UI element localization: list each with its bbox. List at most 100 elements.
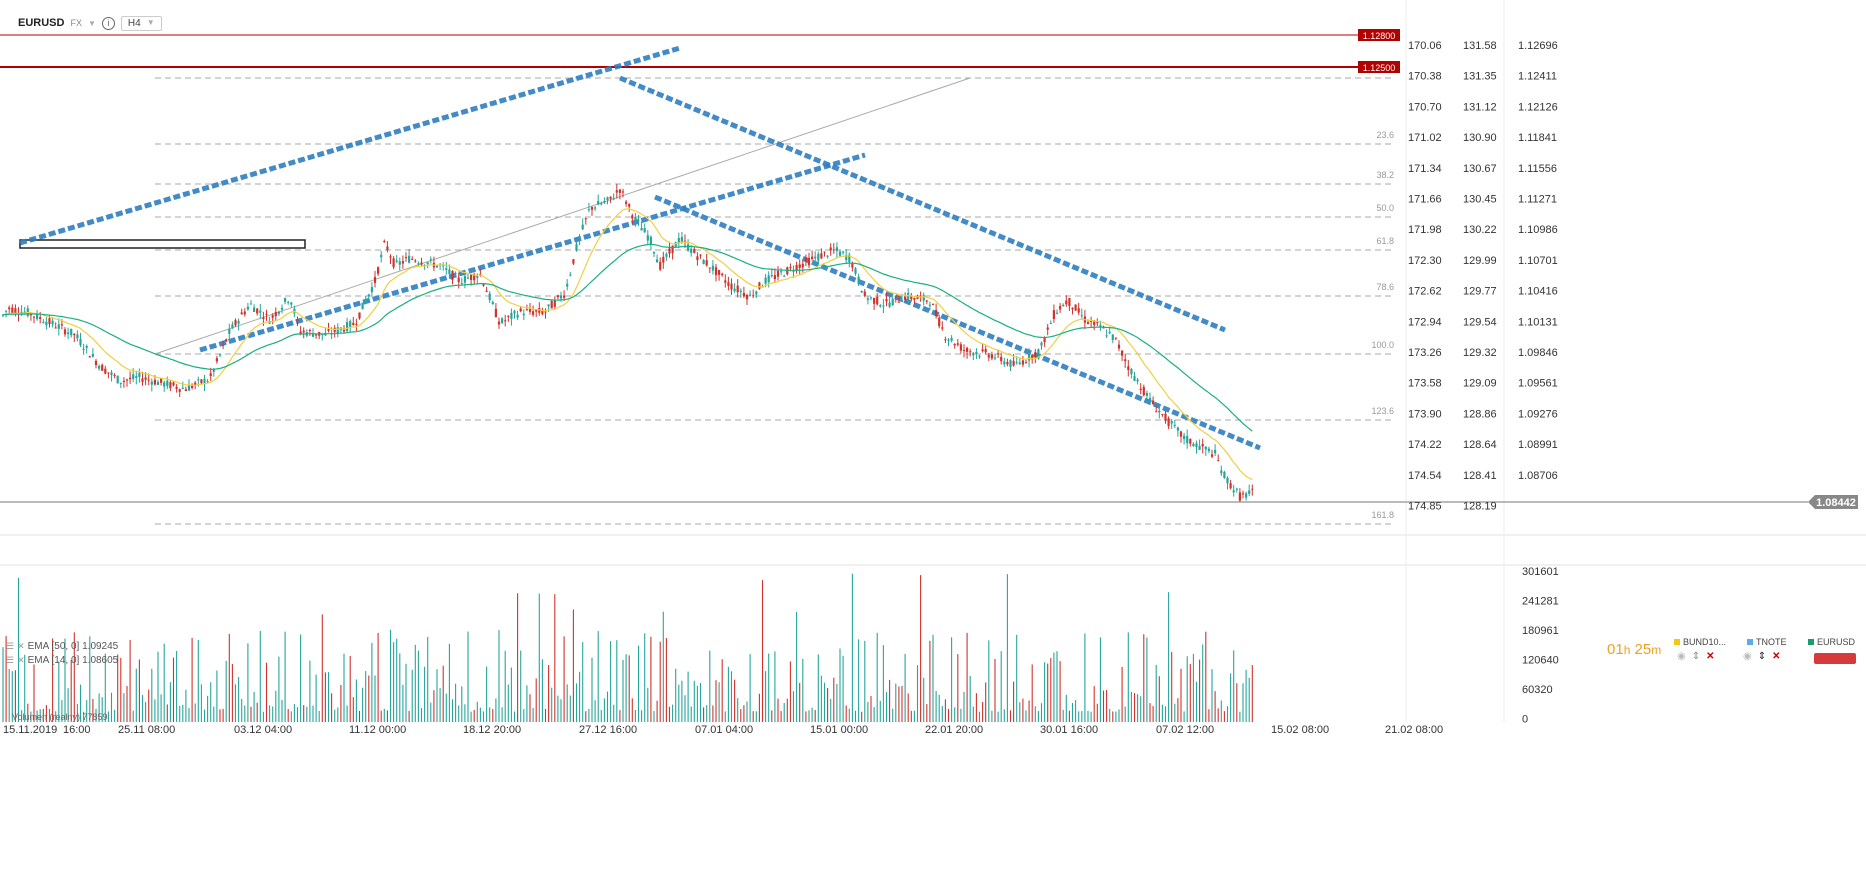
fib-label: 123.6 xyxy=(1371,406,1394,416)
candle-body xyxy=(1059,306,1062,310)
candle-body xyxy=(1009,360,1012,367)
tnote-axis-tick: 128.41 xyxy=(1463,470,1497,482)
candle-body xyxy=(662,256,665,263)
legend-item-tnote[interactable]: TNOTE xyxy=(1747,637,1787,647)
reorder-icon[interactable]: ⇕ xyxy=(1691,651,1701,662)
remove-icon[interactable]: ✕ xyxy=(17,655,25,665)
candle-body xyxy=(150,381,153,385)
candle-body xyxy=(609,196,612,199)
reorder-icon[interactable]: ⇕ xyxy=(1757,651,1767,662)
candle-body xyxy=(116,375,119,384)
candle-body xyxy=(891,298,894,306)
price-axis-tick: 1.08991 xyxy=(1518,439,1558,451)
candle-body xyxy=(392,258,395,268)
info-icon[interactable]: i xyxy=(101,16,115,30)
legend-item-bund[interactable]: BUND10... xyxy=(1674,637,1726,647)
channel-line xyxy=(199,152,866,353)
candle-body xyxy=(1090,320,1093,323)
candle-body xyxy=(135,376,138,379)
close-icon[interactable]: ✕ xyxy=(1772,651,1781,662)
candle-body xyxy=(730,283,733,290)
candle-body xyxy=(1130,369,1133,375)
legend-item-eurusd[interactable]: EURUSD xyxy=(1808,637,1855,647)
tnote-axis-tick: 128.86 xyxy=(1463,408,1497,420)
candle-body xyxy=(1018,362,1021,364)
timeframe-select[interactable]: H4 ▼ xyxy=(120,15,162,31)
candle-body xyxy=(581,224,584,230)
fib-label: 78.6 xyxy=(1376,282,1394,292)
candle-body xyxy=(1102,327,1105,329)
visibility-icon[interactable]: ◉ xyxy=(1677,651,1686,662)
candle-body xyxy=(1099,325,1102,328)
candle-body xyxy=(206,381,209,383)
candle-body xyxy=(699,254,702,256)
bund-axis-tick: 173.26 xyxy=(1408,347,1442,359)
time-axis-tick: 22.01 20:00 xyxy=(925,724,983,736)
candle-body xyxy=(532,311,535,315)
symbol-label[interactable]: EURUSD xyxy=(18,17,65,29)
candle-body xyxy=(1021,360,1024,365)
candle-body xyxy=(414,260,417,262)
candle-body xyxy=(1114,337,1117,339)
ema50-indicator[interactable]: ☰ ✕ EMA [50, 0] 1.09245 xyxy=(6,641,118,652)
time-axis-tick: 07.01 04:00 xyxy=(695,724,753,736)
candle-body xyxy=(634,217,637,221)
candle-body xyxy=(615,190,618,193)
candle-body xyxy=(82,348,85,350)
candle-body xyxy=(966,347,969,352)
candle-body xyxy=(907,292,910,300)
candle-body xyxy=(138,372,141,377)
visibility-icon[interactable]: ◉ xyxy=(1743,651,1752,662)
candle-body xyxy=(612,198,615,200)
candle-body xyxy=(569,274,572,276)
candle-body xyxy=(916,296,919,300)
candle-body xyxy=(876,296,879,305)
ema14-indicator[interactable]: ☰ ✕ EMA [14, 0] 1.08605 xyxy=(6,655,118,666)
remove-icon[interactable]: ✕ xyxy=(17,641,25,651)
chart-toolbar: EURUSD FX ▼ i H4 ▼ xyxy=(18,14,162,32)
candle-body xyxy=(962,350,966,352)
settings-icon[interactable]: ☰ xyxy=(6,655,15,665)
candle-body xyxy=(1229,483,1232,489)
candle-body xyxy=(1055,312,1059,314)
candle-body xyxy=(1176,427,1179,431)
bund-axis-tick: 173.58 xyxy=(1408,378,1442,390)
eurusd-active-badge[interactable] xyxy=(1814,653,1856,664)
bund-axis-tick: 172.30 xyxy=(1408,255,1442,267)
candle-body xyxy=(792,270,795,272)
time-axis-tick: 18.12 20:00 xyxy=(463,724,521,736)
candle-body xyxy=(389,256,392,258)
candle-body xyxy=(88,356,91,358)
candle-body xyxy=(1142,386,1145,396)
volume-bars xyxy=(2,573,1253,722)
candle-body xyxy=(563,295,566,298)
candle-body xyxy=(1204,446,1207,450)
candle-body xyxy=(215,358,218,362)
candle-body xyxy=(978,355,981,357)
candle-body xyxy=(838,251,842,256)
candle-body xyxy=(671,245,674,254)
fib-label: 38.2 xyxy=(1376,170,1394,180)
timeframe-chevron-icon: ▼ xyxy=(146,17,155,27)
candle-body xyxy=(690,248,693,253)
fib-label: 61.8 xyxy=(1376,236,1394,246)
candle-body xyxy=(795,264,798,272)
candle-body xyxy=(1121,350,1124,356)
settings-icon[interactable]: ☰ xyxy=(6,641,15,651)
candle-body xyxy=(947,339,950,341)
candle-body xyxy=(271,315,274,318)
candle-body xyxy=(104,368,107,374)
candle-body xyxy=(789,266,792,268)
candle-body xyxy=(398,261,401,265)
market-dropdown-icon[interactable]: ▼ xyxy=(87,18,96,28)
candle-body xyxy=(640,227,643,231)
candle-body xyxy=(854,268,857,274)
candle-body xyxy=(191,385,194,389)
close-icon[interactable]: ✕ xyxy=(1706,651,1715,662)
time-axis-tick: 21.02 08:00 xyxy=(1385,724,1443,736)
candle-body xyxy=(745,294,749,300)
candle-body xyxy=(1105,335,1108,337)
candle-body xyxy=(941,327,944,329)
candle-body xyxy=(1158,410,1161,413)
